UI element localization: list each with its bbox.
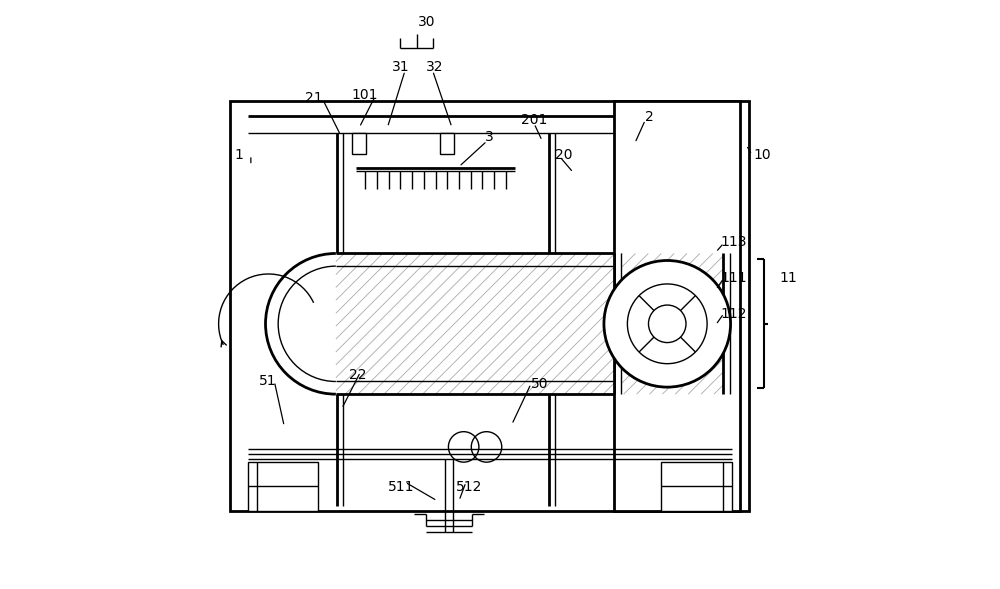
Bar <box>661 462 732 511</box>
Text: 32: 32 <box>426 60 443 74</box>
Text: 1: 1 <box>234 148 243 162</box>
Text: 111: 111 <box>720 271 747 285</box>
Polygon shape <box>336 253 614 394</box>
Text: 201: 201 <box>521 113 547 127</box>
Text: 51: 51 <box>259 374 277 388</box>
Text: 50: 50 <box>531 376 549 391</box>
Text: 101: 101 <box>352 88 378 102</box>
Wedge shape <box>266 253 336 394</box>
Text: 31: 31 <box>392 60 409 74</box>
Text: 511: 511 <box>388 480 415 494</box>
Text: 22: 22 <box>349 368 367 382</box>
Text: 11: 11 <box>780 271 797 285</box>
Text: 2: 2 <box>645 111 654 124</box>
Text: 30: 30 <box>418 15 435 29</box>
Bar <box>614 101 740 511</box>
Text: 113: 113 <box>720 235 747 249</box>
Text: 3: 3 <box>485 130 494 144</box>
Text: 20: 20 <box>555 148 572 162</box>
Bar <box>440 133 454 154</box>
Text: 21: 21 <box>305 91 322 105</box>
Circle shape <box>604 260 731 387</box>
Bar <box>230 101 749 511</box>
Bar <box>248 462 318 511</box>
Bar <box>352 133 366 154</box>
Text: 10: 10 <box>754 148 771 162</box>
Text: 512: 512 <box>456 480 482 494</box>
Text: 112: 112 <box>720 307 747 322</box>
